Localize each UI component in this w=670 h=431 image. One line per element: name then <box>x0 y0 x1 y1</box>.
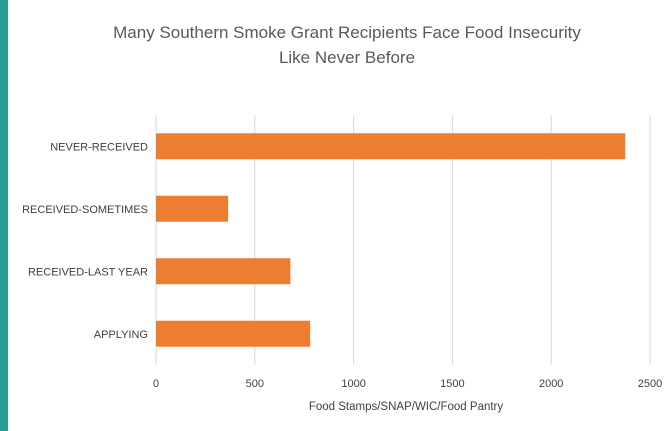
bar-received-sometimes <box>156 195 229 222</box>
x-axis-title: Food Stamps/SNAP/WIC/Food Pantry <box>309 401 504 413</box>
bar-chart: Many Southern Smoke Grant Recipients Fac… <box>22 23 662 413</box>
bar-received-last-year <box>156 258 291 285</box>
chart-title-line-2: Like Never Before <box>279 48 415 67</box>
x-tick-label: 1500 <box>440 378 464 390</box>
bars <box>156 133 626 347</box>
x-tick-label: 500 <box>246 378 264 390</box>
chart-frame: Many Southern Smoke Grant Recipients Fac… <box>8 0 670 431</box>
category-label: RECEIVED-LAST YEAR <box>28 266 148 278</box>
category-label: APPLYING <box>94 329 148 341</box>
category-labels: NEVER-RECEIVED RECEIVED-SOMETIMES RECEIVED… <box>22 141 148 341</box>
category-label: RECEIVED-SOMETIMES <box>22 204 148 216</box>
category-label: NEVER-RECEIVED <box>50 141 148 153</box>
x-tick-label: 0 <box>153 378 159 390</box>
chart-title-line-1: Many Southern Smoke Grant Recipients Fac… <box>113 23 581 42</box>
bar-never-received <box>156 133 626 160</box>
left-border <box>0 0 8 431</box>
bar-applying <box>156 320 311 347</box>
x-tick-label: 2000 <box>539 378 563 390</box>
x-tick-label: 1000 <box>341 378 365 390</box>
x-tick-labels: 0 500 1000 1500 2000 2500 <box>153 378 662 390</box>
x-tick-label: 2500 <box>638 378 662 390</box>
